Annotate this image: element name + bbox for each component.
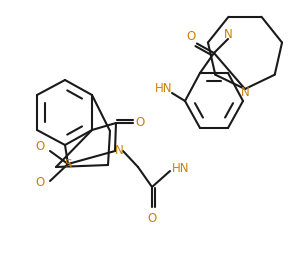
Text: N: N (241, 85, 249, 98)
Text: O: O (147, 212, 157, 225)
Text: N: N (115, 144, 123, 157)
Text: S: S (64, 157, 72, 170)
Text: O: O (186, 31, 196, 44)
Text: O: O (35, 140, 45, 153)
Text: O: O (35, 176, 45, 189)
Text: HN: HN (155, 82, 172, 95)
Text: N: N (224, 27, 232, 40)
Text: HN: HN (172, 162, 190, 175)
Text: O: O (135, 117, 145, 130)
